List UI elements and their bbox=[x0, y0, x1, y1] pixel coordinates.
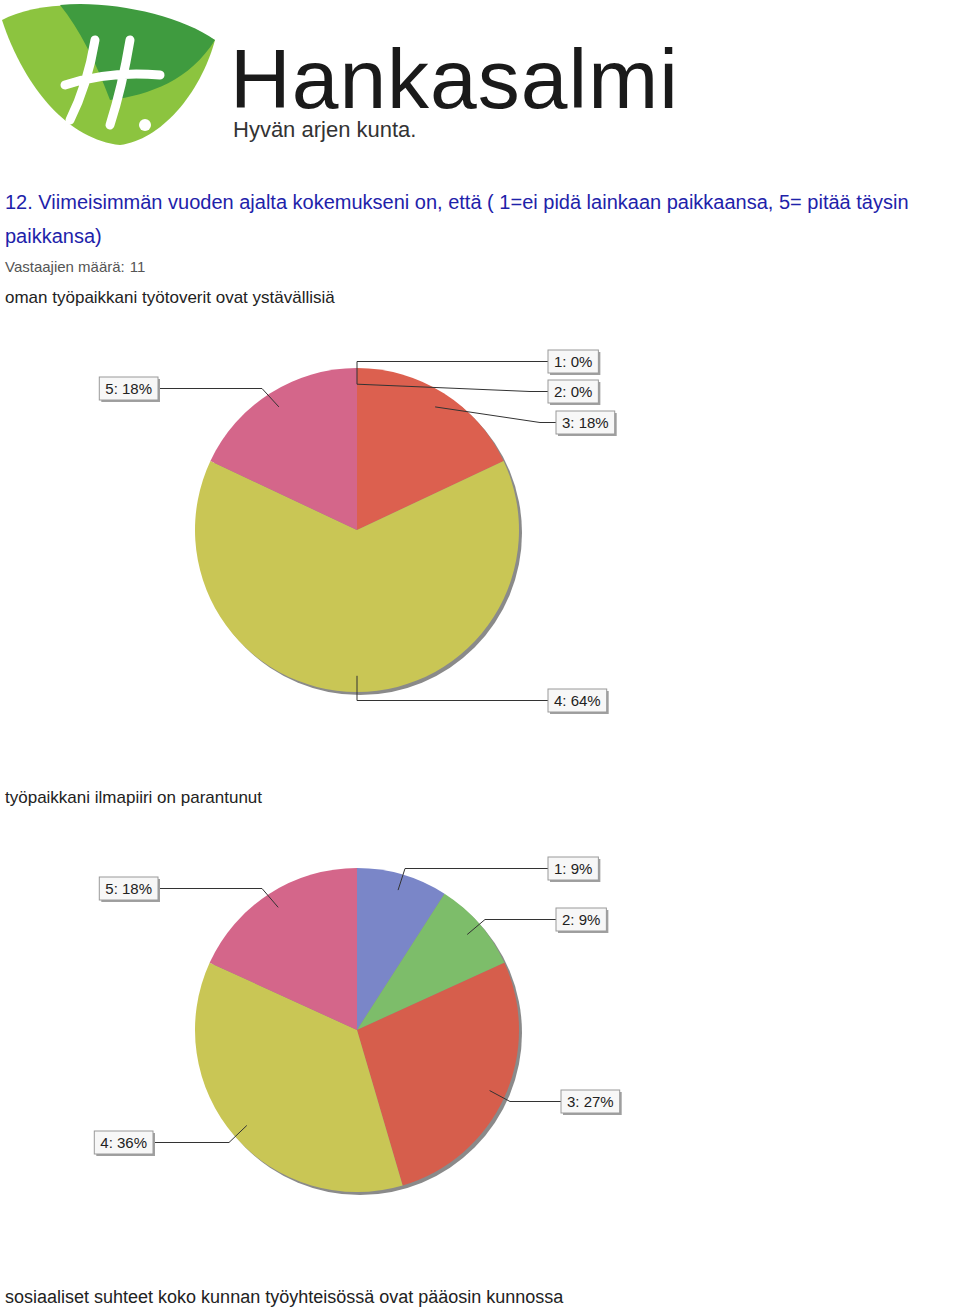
tagline: Hyvän arjen kunta. bbox=[233, 117, 416, 142]
respondents-count: 11 bbox=[130, 258, 146, 275]
data-label: 2: 9% bbox=[562, 911, 600, 928]
respondents: Vastaajien määrä: 11 bbox=[5, 258, 145, 275]
label-box bbox=[99, 377, 158, 400]
data-label: 1: 9% bbox=[554, 860, 592, 877]
data-label: 3: 27% bbox=[567, 1093, 614, 1110]
leader-line bbox=[435, 407, 556, 423]
label-box bbox=[548, 380, 598, 403]
data-label: 5: 18% bbox=[105, 880, 152, 897]
data-label: 2: 0% bbox=[554, 383, 592, 400]
leader-line bbox=[490, 1091, 561, 1102]
label-box bbox=[99, 877, 158, 900]
data-label: 1: 0% bbox=[554, 353, 592, 370]
data-label: 5: 18% bbox=[105, 380, 152, 397]
pie-slice bbox=[210, 368, 357, 530]
respondents-label: Vastaajien määrä: bbox=[5, 258, 125, 275]
data-labels: 1: 9% 2: 9% 3: 27% 4: 36% 5: 18% bbox=[94, 857, 621, 1156]
leader-line bbox=[357, 676, 548, 701]
data-label: 4: 64% bbox=[554, 692, 601, 709]
label-box bbox=[556, 411, 615, 434]
chart-title: oman työpaikkani työtoverit ovat ystäväl… bbox=[5, 288, 335, 307]
label-box bbox=[94, 1131, 153, 1154]
leader-line bbox=[357, 384, 548, 391]
next-question-title: sosiaaliset suhteet koko kunnan työyhtei… bbox=[5, 1287, 564, 1307]
label-box bbox=[548, 689, 607, 712]
label-box bbox=[548, 857, 598, 880]
pie-chart: työpaikkani ilmapiiri on parantunut 1: 9%… bbox=[5, 788, 622, 1195]
label-box bbox=[548, 350, 598, 373]
leader-line bbox=[357, 362, 548, 385]
leader-line bbox=[467, 920, 556, 935]
logo-mark bbox=[65, 40, 160, 125]
label-box bbox=[556, 908, 606, 931]
data-label: 3: 18% bbox=[562, 414, 609, 431]
pie-chart: oman työpaikkani työtoverit ovat ystäväl… bbox=[5, 288, 617, 714]
logo-text: Hankasalmi bbox=[230, 32, 679, 126]
logo bbox=[2, 4, 215, 145]
data-labels: 1: 0% 2: 0% 3: 18% 4: 64% 5: 18% bbox=[99, 350, 616, 714]
leader-line bbox=[398, 869, 548, 891]
pie-slice bbox=[210, 868, 357, 1030]
data-label: 4: 36% bbox=[100, 1134, 147, 1151]
leader-line bbox=[158, 889, 278, 908]
leader-line bbox=[158, 389, 279, 407]
logo-dot bbox=[139, 119, 151, 131]
chart-title: työpaikkani ilmapiiri on parantunut bbox=[5, 788, 262, 807]
label-box bbox=[561, 1090, 620, 1113]
question-title: 12. Viimeisimmän vuoden ajalta kokemukse… bbox=[5, 185, 960, 253]
leader-line bbox=[153, 1125, 247, 1142]
